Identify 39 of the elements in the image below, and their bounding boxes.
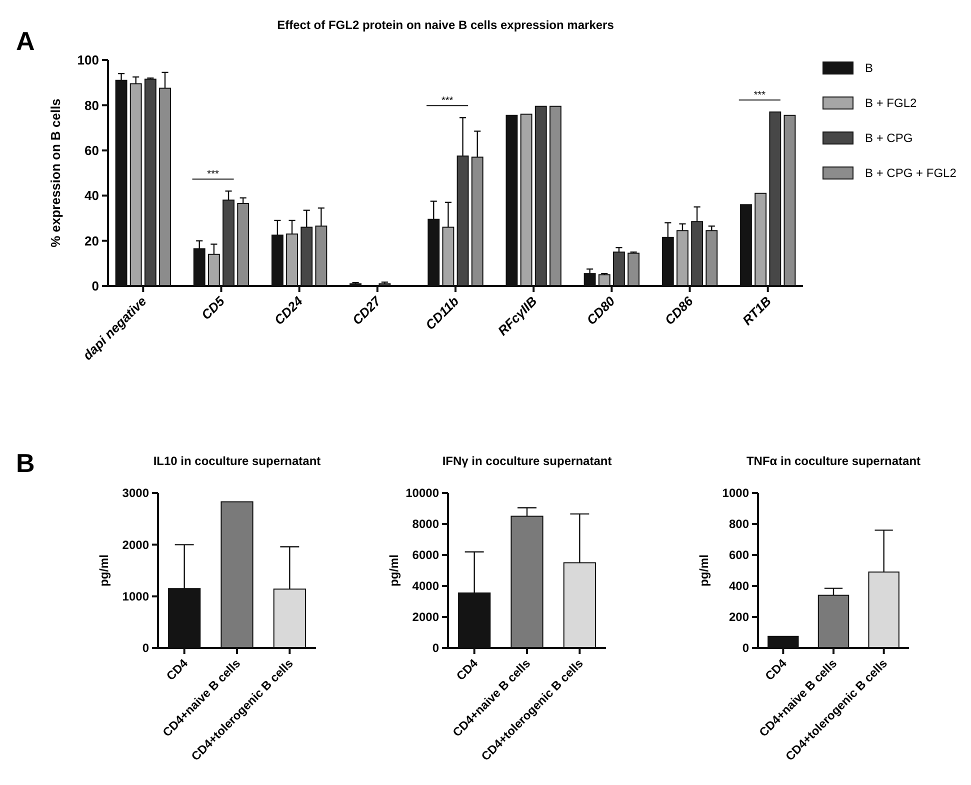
legend-label: B + FGL2 — [865, 96, 918, 110]
y-axis-title: pg/ml — [697, 554, 711, 586]
legend-label: B — [865, 61, 874, 76]
annotation: *** — [441, 96, 454, 107]
y-axis-title: % expression on B cells — [48, 98, 63, 248]
y-tick-label: 600 — [728, 548, 750, 562]
y-tick-label: 200 — [728, 610, 750, 624]
y-tick-label: 1000 — [722, 486, 750, 500]
y-tick-label: 0 — [92, 278, 99, 294]
y-tick-label: 2000 — [412, 610, 440, 624]
y-axis-title: pg/ml — [97, 554, 111, 586]
text: B — [16, 448, 35, 478]
y-axis-title: pg/ml — [387, 554, 401, 586]
chart-title: IFNγ in coculture supernatant — [442, 454, 612, 468]
y-tick-label: 40 — [84, 188, 99, 204]
annotation: *** — [754, 90, 766, 101]
legend-label: B + CPG — [865, 131, 913, 146]
y-tick-label: 10000 — [406, 486, 440, 500]
y-tick-label: 4000 — [412, 579, 440, 594]
y-tick-label: 1000 — [122, 590, 150, 604]
y-tick-label: 0 — [742, 641, 750, 656]
chart-title: Effect of FGL2 protein on naive B cells expression markers — [277, 18, 614, 32]
chart-title: IL10 in coculture supernatant — [153, 454, 321, 468]
text: A — [16, 26, 35, 56]
y-tick-label: 400 — [728, 579, 750, 594]
y-tick-label: 800 — [728, 517, 750, 532]
y-tick-label: 80 — [84, 98, 99, 113]
y-tick-label: 60 — [84, 142, 99, 158]
y-tick-label: 0 — [142, 641, 150, 656]
y-tick-label: 8000 — [412, 517, 440, 532]
y-tick-label: 100 — [77, 52, 99, 68]
y-tick-label: 3000 — [122, 486, 150, 500]
annotation: *** — [207, 169, 219, 180]
y-tick-label: 20 — [84, 233, 99, 248]
y-tick-label: 6000 — [412, 548, 440, 562]
y-tick-label: 0 — [432, 641, 440, 656]
y-tick-label: 2000 — [122, 538, 150, 552]
chart-title: TNFα in coculture supernatant — [746, 454, 921, 468]
legend-label: B + CPG + FGL2 — [865, 166, 957, 180]
